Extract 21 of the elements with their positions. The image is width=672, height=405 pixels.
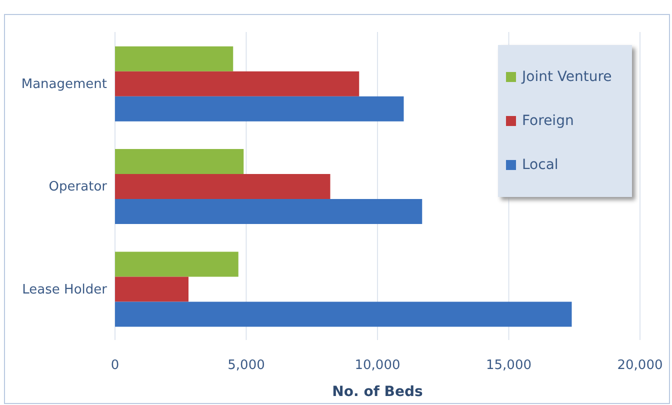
x-tick-label: 10,000 — [354, 358, 400, 374]
x-axis-title: No. of Beds — [332, 384, 423, 400]
bar — [115, 71, 360, 96]
bar — [115, 46, 234, 72]
bar — [115, 252, 238, 277]
x-tick-label: 5,000 — [228, 358, 265, 374]
bar — [115, 199, 422, 224]
x-tick-label: 15,000 — [486, 358, 532, 374]
legend-label: Foreign — [522, 113, 574, 129]
bar — [115, 149, 244, 174]
bar — [115, 276, 188, 302]
legend-label: Joint Venture — [522, 69, 612, 85]
x-tick-label: 20,000 — [617, 358, 663, 374]
bar — [115, 302, 572, 327]
x-tick-label: 0 — [110, 358, 120, 374]
y-tick-label: Lease Holder — [22, 282, 108, 298]
bar — [115, 174, 330, 200]
legend-label: Local — [522, 157, 558, 173]
bar — [115, 96, 404, 122]
y-tick-label: Operator — [48, 180, 108, 195]
y-tick-label: Management — [21, 76, 107, 92]
